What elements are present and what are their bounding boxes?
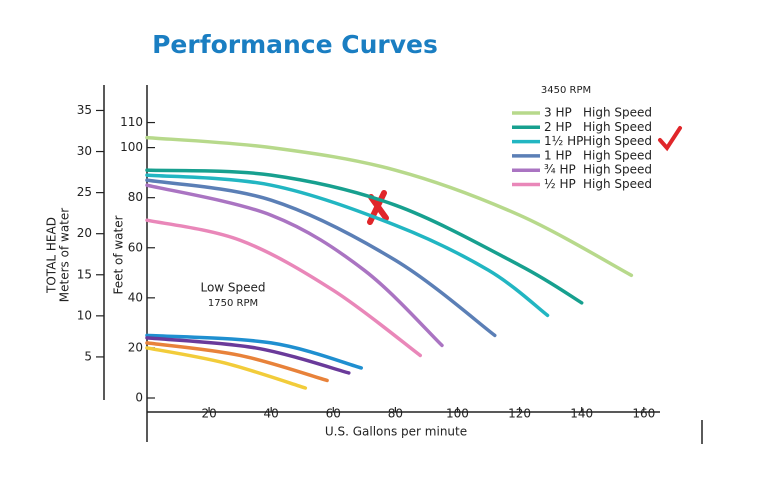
- y-tick-label: 60: [128, 240, 143, 254]
- y-tick-label: 80: [128, 190, 143, 204]
- y-tick-label: 0: [135, 391, 143, 405]
- x-tick-label: 60: [326, 407, 341, 421]
- curve: [145, 173, 550, 318]
- x-tick-label: 100: [446, 407, 469, 421]
- curve: [145, 346, 308, 390]
- y-tick-label: 100: [120, 140, 143, 154]
- legend-label: 1 HP: [544, 148, 572, 162]
- y-tick-label: 20: [128, 340, 143, 354]
- legend-label: ½ HP: [544, 177, 576, 191]
- x-tick-label: 40: [264, 407, 279, 421]
- curve: [145, 218, 422, 358]
- x-tick-label: 20: [201, 407, 216, 421]
- legend-speed: High Speed: [583, 134, 652, 148]
- curve: [145, 178, 497, 338]
- chart-title: Performance Curves: [152, 30, 438, 59]
- x-tick-label: 80: [388, 407, 403, 421]
- legend-speed: High Speed: [583, 106, 652, 120]
- curve: [145, 341, 329, 383]
- y2-axis-sublabel: Meters of water: [58, 208, 72, 302]
- x-tick-label: 160: [632, 407, 655, 421]
- low-speed-rpm: 1750 RPM: [208, 298, 258, 309]
- y2-tick-label: 15: [77, 267, 92, 281]
- y2-tick-label: 35: [77, 103, 92, 117]
- curve: [145, 135, 634, 278]
- legend-speed: High Speed: [583, 120, 652, 134]
- legend-label: 2 HP: [544, 120, 572, 134]
- legend-speed: High Speed: [583, 177, 652, 191]
- legend-speed: High Speed: [583, 148, 652, 162]
- legend-label: 1½ HP: [544, 134, 583, 148]
- legend-label: 3 HP: [544, 106, 572, 120]
- y2-tick-label: 5: [84, 349, 92, 363]
- x-tick-label: 120: [508, 407, 531, 421]
- low-speed-note: Low Speed: [200, 281, 265, 295]
- y2-tick-label: 30: [77, 144, 92, 158]
- y-tick-label: 40: [128, 290, 143, 304]
- y2-axis-label: TOTAL HEAD: [45, 217, 59, 294]
- x-tick-label: 140: [570, 407, 593, 421]
- legend-label: ¾ HP: [544, 163, 576, 177]
- curve: [145, 183, 444, 348]
- check-mark: [658, 126, 682, 152]
- y2-tick-label: 20: [77, 226, 92, 240]
- legend-speed: High Speed: [583, 163, 652, 177]
- curve: [145, 333, 363, 370]
- y2-tick-label: 10: [77, 308, 92, 322]
- curve: [145, 168, 584, 305]
- y-axis-label: Feet of water: [112, 215, 126, 294]
- y2-tick-label: 25: [77, 185, 92, 199]
- curve: [145, 336, 351, 375]
- y-tick-label: 110: [120, 115, 143, 129]
- rpm-note: 3450 RPM: [541, 85, 591, 96]
- x-axis-label: U.S. Gallons per minute: [325, 425, 467, 439]
